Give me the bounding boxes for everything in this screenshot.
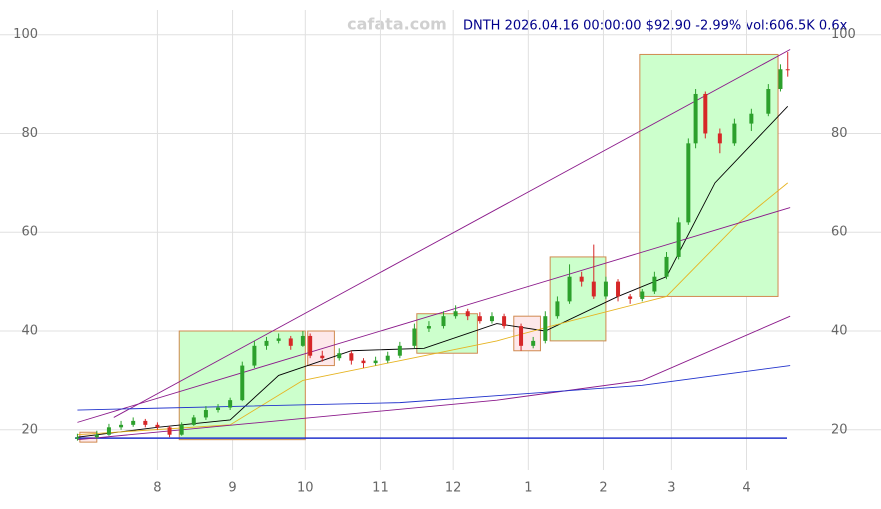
y-tick-label: 80 [21,126,38,141]
candle-body [191,417,196,425]
y-tick-label-right: 60 [831,225,848,240]
candle-body [567,276,572,302]
candle-body [106,427,111,435]
candle-body [373,360,378,364]
candle-body [519,326,524,346]
x-tick-label: 9 [228,481,236,496]
candle-body [489,316,494,322]
candle-body [94,434,99,438]
x-tick-label: 2 [599,481,607,496]
indicator-line [113,49,791,418]
x-tick-label: 11 [372,481,389,496]
candle-body [717,133,722,144]
candle-body [131,420,136,425]
candle-body [652,276,657,292]
candle-body [308,335,313,356]
candle-body [477,316,482,322]
zone-box [549,256,607,342]
y-tick-label: 60 [21,225,38,240]
candle-body [579,276,584,282]
candle-body [276,338,281,341]
candle-body [320,355,325,359]
candle-body [749,113,754,124]
indicator-line [77,182,789,436]
candle-body [337,353,342,359]
candle-body [664,256,669,277]
zone-box [307,330,335,367]
y-tick-label-right: 20 [831,422,848,437]
candle-body [676,222,681,257]
candle-body [703,93,708,134]
candle-body [465,311,470,317]
candle-body [397,345,402,356]
y-tick-label: 100 [13,27,38,42]
x-tick-label: 8 [153,481,161,496]
candle-body [179,424,184,435]
candle-body [300,335,305,346]
candle-body [361,360,366,364]
y-tick-label: 40 [21,324,38,339]
indicator-line [77,207,791,423]
candle-body [778,69,783,90]
candle-body [228,400,233,408]
candle-body [155,424,160,428]
y-tick-label: 20 [21,422,38,437]
watermark: cafata.com [347,15,447,34]
candle-body [288,338,293,346]
candle-body [785,69,790,71]
candle-body [203,410,208,418]
y-tick-label-right: 80 [831,126,848,141]
candle-body [591,281,596,297]
candle-body [693,93,698,144]
indicator-line [77,105,789,438]
x-tick-label: 4 [742,481,750,496]
candle-body [441,316,446,327]
zone-box [639,53,779,297]
candle-body [412,328,417,346]
x-tick-label: 10 [297,481,314,496]
candle-body [240,365,245,401]
candle-body [453,311,458,317]
candle-body [502,316,507,327]
candle-body [119,424,124,428]
candle-body [555,301,560,317]
zone-box [513,315,541,352]
candle-body [385,355,390,361]
indicator-line [77,365,791,411]
candle-body [426,326,431,329]
chart-title: DNTH 2026.04.16 00:00:00 $92.90 -2.99% v… [463,19,848,34]
candle-body [531,340,536,346]
y-tick-label-right: 40 [831,324,848,339]
candle-body [143,420,148,425]
y-tick-label-right: 100 [831,27,856,42]
candle-body [732,123,737,144]
candle-body [603,281,608,297]
candle-body [686,143,691,223]
candle-body [766,89,771,114]
x-tick-label: 3 [667,481,675,496]
candle-body [640,291,645,299]
candle-body [167,427,172,435]
candle-body [252,345,257,366]
candle-body [75,437,80,439]
candle-body [264,340,269,346]
candle-body [349,353,354,361]
candle-body [616,281,621,297]
x-tick-label: 1 [524,481,532,496]
candle-body [543,316,548,341]
x-tick-label: 12 [445,481,462,496]
candle-body [216,407,221,411]
candle-body [628,296,633,299]
